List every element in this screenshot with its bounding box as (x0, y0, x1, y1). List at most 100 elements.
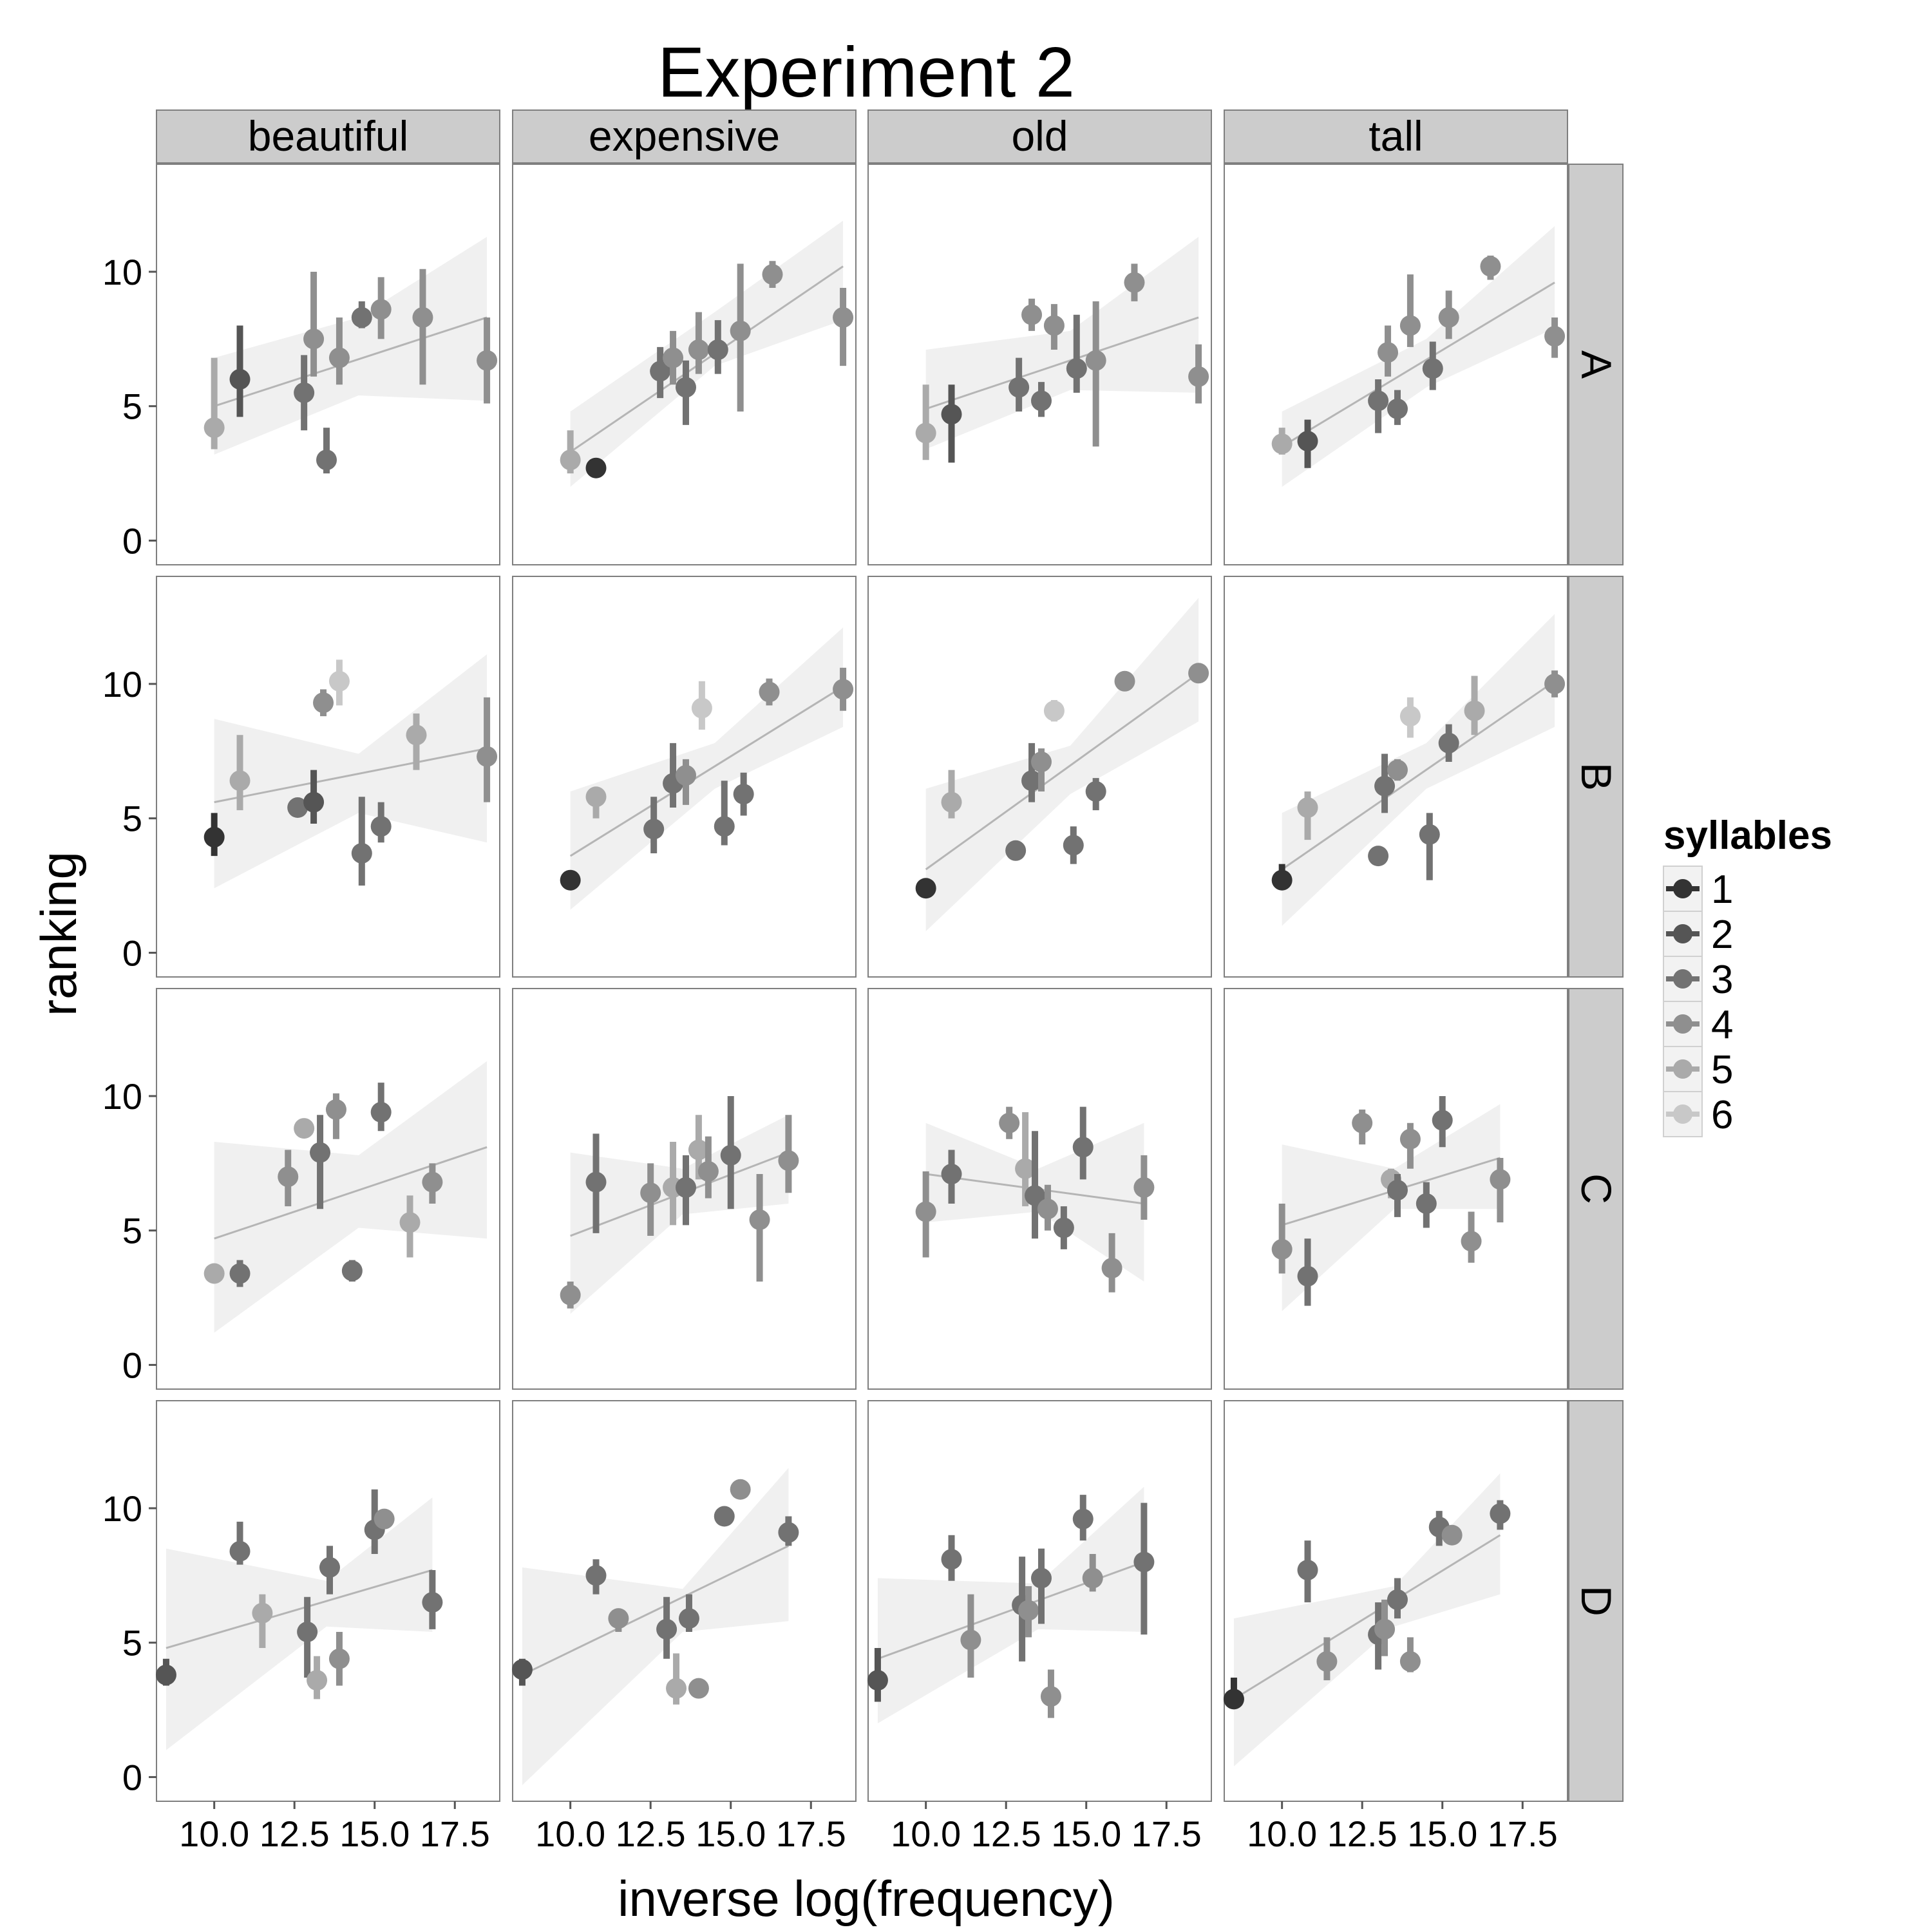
data-point (1316, 1651, 1338, 1672)
data-point (1490, 1503, 1511, 1524)
confidence-band (214, 654, 488, 889)
data-point (941, 404, 962, 425)
confidence-band (214, 1061, 488, 1333)
data-point (422, 1592, 443, 1613)
y-tick-label: 10 (102, 1076, 142, 1117)
data-point (1368, 846, 1389, 867)
fit-line (1281, 281, 1555, 448)
legend-key-point (1673, 879, 1692, 898)
row-strip-A (1568, 164, 1624, 565)
legend-title: syllables (1663, 813, 1832, 858)
data-point (1422, 358, 1443, 379)
data-point (297, 1622, 318, 1643)
data-point (307, 1670, 328, 1691)
fit-line (1233, 1534, 1501, 1700)
column-strip-expensive (512, 109, 857, 164)
data-point (1297, 1559, 1318, 1580)
confidence-band (877, 1486, 1144, 1723)
data-point (1066, 358, 1087, 379)
data-point (1441, 1524, 1463, 1546)
data-point (1223, 1689, 1244, 1710)
data-point (1378, 342, 1399, 363)
data-point (941, 791, 962, 813)
data-point (1005, 840, 1027, 861)
data-point (229, 770, 251, 791)
row-strip-label: D (1573, 1586, 1620, 1616)
data-point (867, 1670, 888, 1691)
data-point (1368, 390, 1389, 412)
data-point (155, 1664, 176, 1685)
y-tick-label: 10 (102, 252, 142, 292)
data-point (319, 1557, 340, 1578)
y-tick-label: 5 (122, 799, 142, 839)
data-point (1387, 759, 1408, 781)
fit-line (569, 265, 844, 453)
data-point (1271, 433, 1293, 455)
y-tick-label: 10 (102, 664, 142, 705)
data-point (316, 450, 337, 471)
x-tick-label: 12.5 (260, 1814, 330, 1854)
confidence-band (1282, 226, 1555, 487)
data-point (915, 422, 936, 444)
data-point (1030, 752, 1052, 773)
data-point (585, 1565, 607, 1586)
row-strip-B (1568, 576, 1624, 978)
data-point (999, 1112, 1020, 1133)
y-tick-label: 5 (122, 386, 142, 427)
panel-old-C (867, 988, 1212, 1390)
data-point (688, 1678, 709, 1699)
data-point (1133, 1551, 1155, 1573)
data-point (1030, 1567, 1052, 1589)
column-strip-label: tall (1368, 112, 1423, 160)
x-tick-label: 15.0 (1051, 1814, 1121, 1854)
y-tick-label: 0 (122, 1345, 142, 1385)
legend-label: 5 (1711, 1048, 1733, 1092)
data-point (1387, 398, 1408, 419)
data-point (1021, 304, 1043, 325)
column-strip-label: old (1011, 112, 1068, 160)
data-point (1082, 1567, 1103, 1589)
data-point (1025, 1185, 1046, 1206)
legend-key-point (1673, 1014, 1692, 1034)
data-point (733, 784, 754, 805)
row-strip-D (1568, 1400, 1624, 1802)
data-point (1072, 1508, 1094, 1530)
legend-key-point (1673, 1059, 1692, 1079)
column-strip-old (867, 109, 1212, 164)
data-point (707, 339, 728, 361)
data-point (229, 1540, 251, 1562)
data-point (941, 1549, 962, 1570)
data-point (204, 1263, 225, 1284)
data-point (252, 1602, 273, 1624)
data-point (1043, 315, 1065, 336)
x-tick-label: 12.5 (1327, 1814, 1397, 1854)
data-point (406, 724, 427, 746)
panel-expensive-B (512, 576, 857, 978)
data-point (1399, 706, 1421, 727)
legend-label: 2 (1711, 913, 1733, 957)
panel-beautiful-B: 0 5 10 (102, 576, 500, 978)
y-tick-label: 0 (122, 520, 142, 561)
data-point (1464, 700, 1485, 721)
data-point (328, 347, 350, 368)
fit-line (214, 316, 488, 408)
legend-label: 3 (1711, 958, 1733, 1002)
data-point (1053, 1217, 1074, 1238)
column-strip-label: expensive (589, 112, 780, 160)
data-point (720, 1144, 741, 1166)
confidence-band (166, 1497, 433, 1750)
data-point (585, 1171, 607, 1193)
legend-label: 4 (1711, 1003, 1733, 1047)
data-point (749, 1209, 770, 1231)
x-tick-label: 17.5 (420, 1814, 490, 1854)
panel-old-B (867, 576, 1212, 978)
fit-line (569, 685, 844, 857)
data-point (1432, 1110, 1453, 1131)
legend-key-point (1673, 1104, 1692, 1124)
data-point (341, 1260, 363, 1282)
data-point (585, 457, 607, 478)
data-point (1037, 1198, 1058, 1220)
data-point (477, 746, 498, 767)
data-point (730, 320, 751, 341)
